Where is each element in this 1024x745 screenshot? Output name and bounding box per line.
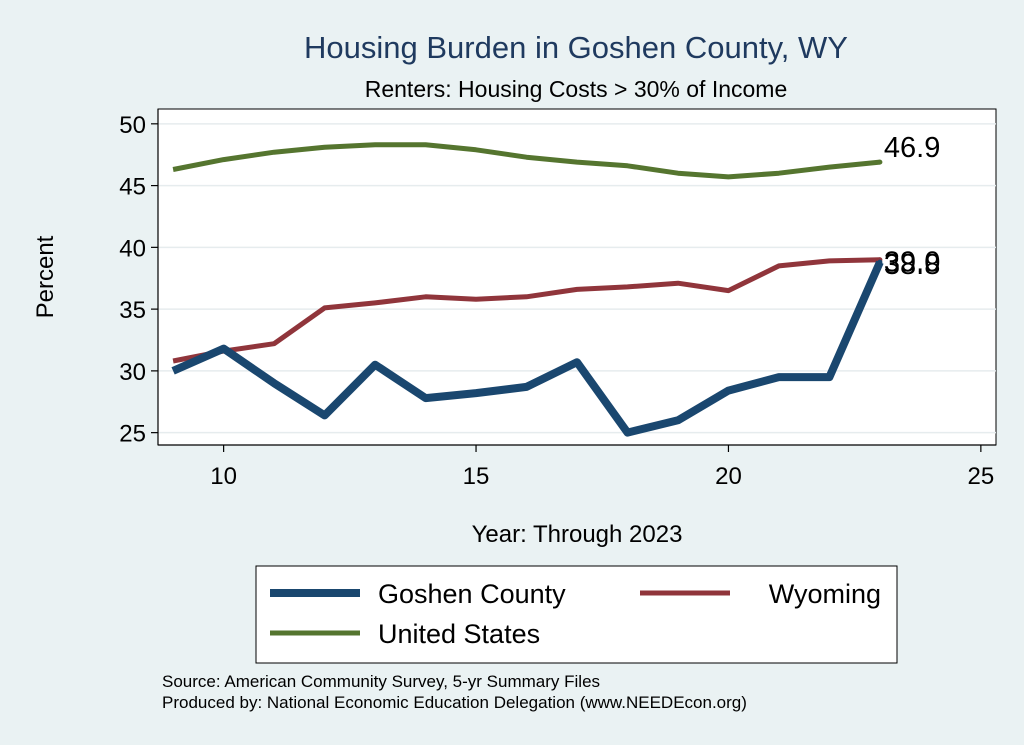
series-line-united-states [172, 142, 881, 180]
source-note: Source: American Community Survey, 5-yr … [162, 672, 600, 691]
legend-label-goshen-county: Goshen County [378, 579, 566, 609]
x-tick-label: 15 [463, 463, 490, 490]
x-tick-label: 10 [210, 463, 237, 490]
y-tick-label: 50 [119, 112, 146, 139]
legend: Goshen County Wyoming United States [270, 579, 881, 649]
series-wyoming: 39.0 [172, 247, 940, 364]
y-axis-label: Percent [32, 235, 59, 318]
legend-label-wyoming: Wyoming [769, 579, 881, 609]
y-axis: 25 30 35 40 45 50 [119, 112, 158, 448]
x-axis-label: Year: Through 2023 [472, 521, 683, 548]
series-line-goshen-county [171, 260, 884, 437]
x-tick-label: 20 [715, 463, 742, 490]
end-marker-united-states [877, 159, 883, 165]
y-tick-label: 25 [119, 421, 146, 448]
end-marker-goshen-county [877, 259, 883, 265]
producer-note: Produced by: National Economic Education… [162, 693, 747, 712]
chart-title: Housing Burden in Goshen County, WY [304, 30, 848, 65]
series-united-states: 46.9 [172, 132, 940, 180]
chart-subtitle: Renters: Housing Costs > 30% of Income [365, 76, 788, 102]
series-line-wyoming [172, 257, 880, 364]
end-label-wyoming: 39.0 [884, 247, 940, 279]
legend-label-united-states: United States [378, 619, 540, 649]
y-tick-label: 30 [119, 359, 146, 386]
end-label-united-states: 46.9 [884, 132, 940, 164]
y-tick-label: 35 [119, 297, 146, 324]
y-tick-label: 45 [119, 174, 146, 201]
x-tick-label: 25 [968, 463, 995, 490]
legend-box [255, 565, 898, 664]
series-goshen-county: 38.8 [171, 249, 940, 437]
end-label-goshen-county: 38.8 [884, 249, 940, 281]
x-axis: 10 15 20 25 [210, 445, 994, 490]
series-layer: 46.9 39.038.8 [171, 132, 940, 437]
y-tick-label: 40 [119, 235, 146, 262]
